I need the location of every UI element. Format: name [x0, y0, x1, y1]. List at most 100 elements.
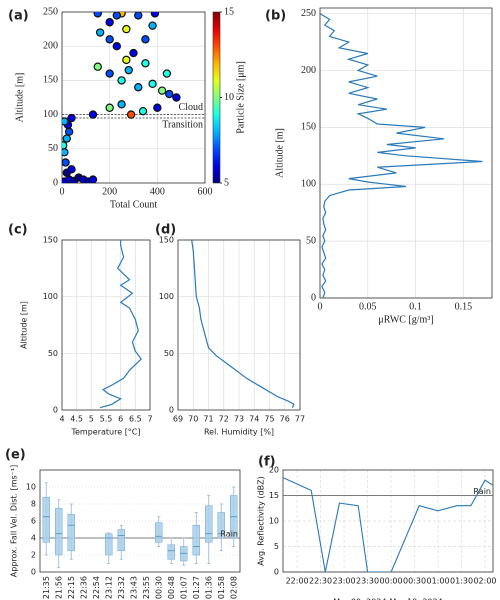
x-tick-label: 74	[249, 415, 259, 424]
colorbar-tick-label: 5	[224, 177, 229, 188]
panel: (b) 0 0.05 0.1 0.15 0 50 100 150 200 250 μRWC [g/m³…	[265, 7, 493, 325]
box	[155, 522, 163, 543]
point	[126, 110, 136, 119]
colorbar-label: Particle Size [μm]	[235, 61, 246, 134]
y-tick-label: 100	[159, 292, 174, 301]
panel-label: (f)	[258, 455, 276, 470]
point	[172, 93, 181, 102]
plot-frame	[177, 239, 301, 411]
x-tick-label: 22:00	[286, 577, 309, 586]
y-tick-label: 4	[31, 534, 36, 543]
x-tick-label: 01:07	[179, 576, 188, 599]
colorbar	[212, 11, 221, 184]
x-tick-label: 23:30	[356, 577, 379, 586]
x-tick-label: 22:30	[309, 577, 332, 586]
panel: (d) 69 70 71 72 73 74 75 76 77 0 50 100 150 Rel. Humid…	[155, 223, 305, 437]
point	[134, 12, 143, 20]
x-tick-label: 5.5	[100, 415, 113, 424]
point	[62, 134, 71, 143]
y-axis-label: Avg. Reflectivity (dBZ)	[257, 476, 266, 565]
y-tick-label: 0	[274, 568, 279, 577]
y-tick-label: 250	[301, 8, 316, 19]
y-tick-label: 20	[269, 466, 279, 475]
point	[122, 24, 131, 34]
y-tick-label: 150	[159, 236, 174, 245]
x-tick-label: 6.5	[129, 415, 142, 424]
x-axis-label: Mar 09, 2024-Mar 10, 2024	[333, 598, 442, 600]
x-tick-label: 23:00	[333, 577, 356, 586]
x-tick-label: 0.15	[455, 301, 473, 312]
x-tick-label: 76	[280, 415, 290, 424]
y-tick-label: 15	[269, 491, 279, 500]
profile-line	[191, 240, 295, 408]
x-tick-label: 73	[234, 415, 244, 424]
panel: (a) 0 200 400 600 0 50 100 150 200 250 Total Count A…	[8, 6, 246, 210]
point	[88, 175, 98, 183]
box	[117, 529, 125, 552]
x-axis-label: μRWC [g/m³]	[378, 314, 433, 325]
plot-area	[320, 13, 483, 298]
panel-label: (c)	[8, 223, 28, 238]
y-tick-label: 150	[43, 75, 58, 86]
point	[138, 106, 148, 116]
point	[95, 28, 105, 37]
plot-area	[191, 240, 295, 408]
x-tick-label: 23:12	[104, 576, 113, 599]
x-tick-label: 0	[60, 186, 65, 197]
box	[180, 546, 188, 562]
annotation: Cloud	[179, 102, 203, 113]
plot-area	[40, 482, 240, 569]
x-tick-label: 21:56	[54, 576, 63, 599]
plot-frame	[319, 7, 493, 299]
box	[192, 524, 200, 556]
x-tick-label: 5	[89, 415, 94, 424]
y-tick-label: 50	[48, 349, 58, 358]
x-tick-label: 02:08	[229, 576, 238, 599]
y-tick-label: 50	[164, 349, 174, 358]
point	[150, 12, 160, 18]
point	[62, 158, 70, 167]
y-tick-label: 250	[43, 6, 58, 17]
y-axis-label: Altitude [m]	[14, 73, 25, 123]
point	[129, 48, 138, 58]
plot-area	[283, 477, 493, 572]
x-tick-label: 600	[198, 186, 213, 197]
x-tick-label: 22:54	[92, 576, 101, 599]
point	[93, 62, 102, 71]
y-tick-label: 200	[43, 40, 58, 51]
y-tick-label: 100	[301, 179, 316, 190]
y-tick-label: 50	[48, 143, 58, 154]
x-tick-label: 02:00	[473, 577, 496, 586]
x-tick-label: 01:00	[427, 577, 450, 586]
plot-area	[62, 12, 205, 183]
x-tick-label: 4.5	[70, 415, 83, 424]
x-tick-label: 72	[219, 415, 229, 424]
point	[148, 79, 157, 89]
panel-label: (e)	[5, 448, 26, 463]
x-tick-label: 69	[173, 415, 183, 424]
point	[122, 55, 131, 65]
y-tick-label: 0	[311, 292, 316, 303]
plot-frame	[61, 11, 206, 184]
point	[148, 21, 157, 30]
panel-label: (a)	[8, 9, 29, 24]
point	[105, 18, 114, 27]
y-tick-label: 150	[301, 122, 316, 133]
x-tick-label: 0.05	[359, 301, 377, 312]
x-tick-label: 21:35	[42, 576, 51, 599]
x-axis-label: Rel. Humidity [%]	[204, 428, 274, 437]
panel-label: (d)	[155, 223, 176, 238]
x-tick-label: 70	[188, 415, 198, 424]
x-tick-label: 75	[264, 415, 274, 424]
point	[153, 103, 162, 112]
point	[141, 35, 150, 44]
y-tick-label: 0	[169, 406, 174, 415]
y-tick-label: 10	[26, 483, 36, 492]
box	[55, 507, 63, 556]
x-tick-label: 22:36	[79, 576, 88, 599]
plot-frame	[39, 469, 241, 573]
annotation: Transition	[162, 119, 203, 130]
x-axis-label: Total Count	[110, 199, 158, 210]
profile-line	[320, 13, 483, 298]
colorbar-tick-label: 15	[224, 6, 234, 17]
